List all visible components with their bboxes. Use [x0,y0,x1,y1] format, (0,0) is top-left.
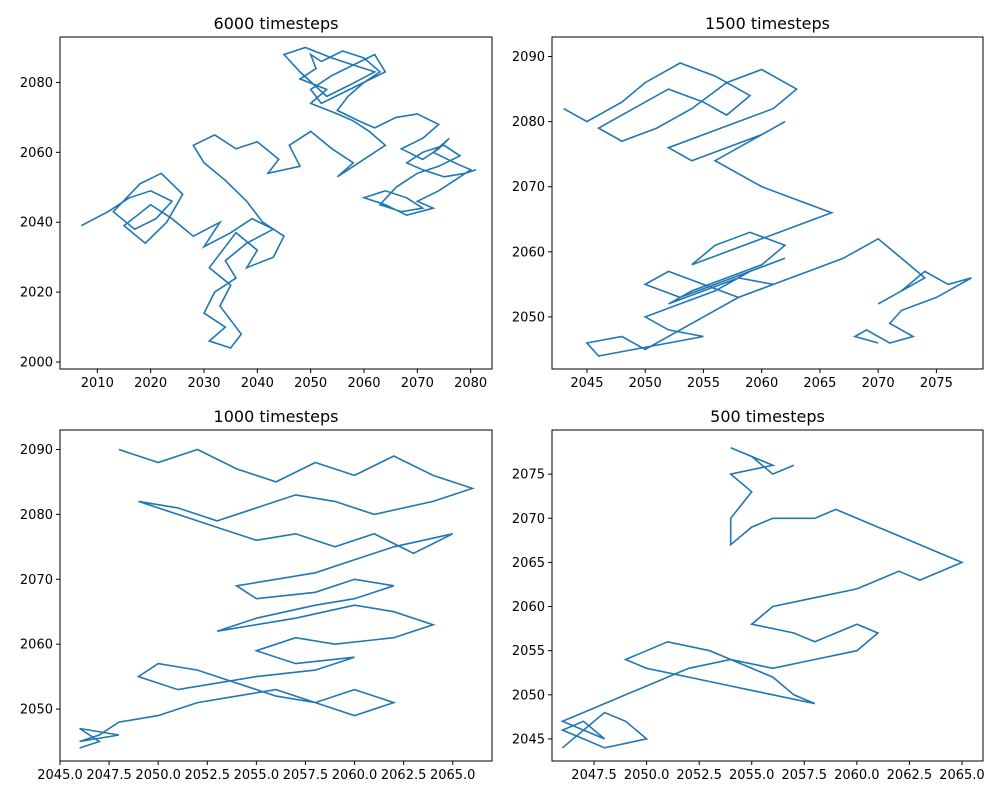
x-tick-label: 2047.5 [86,768,132,783]
x-tick-label: 2057.5 [283,768,329,783]
x-tick-label: 2030 [187,376,220,391]
y-tick-label: 2050 [512,688,545,703]
y-tick-label: 2065 [512,556,545,571]
x-tick-label: 2060.0 [332,768,378,783]
x-tick-label: 2050 [294,376,327,391]
walk-line [80,46,477,349]
x-tick-label: 2065.0 [939,768,985,783]
y-tick-label: 2090 [512,50,545,65]
x-tick-label: 2062.5 [381,768,427,783]
y-tick-label: 2050 [512,310,545,325]
y-tick-label: 2075 [512,468,545,483]
y-tick-label: 2060 [20,638,53,653]
x-tick-label: 2055.0 [729,768,775,783]
x-tick-label: 2055 [687,376,720,391]
x-tick-label: 2060 [745,376,778,391]
x-tick-label: 2050.0 [135,768,181,783]
subplot-1: 6000 timesteps 2010 2020 2030 2040 2050 2060 20… [20,14,493,391]
subplot-2: 1500 timesteps 2045 2050 2055 2060 2065 2070 20… [512,14,984,391]
y-tick-label: 2070 [20,573,53,588]
axes-frame [59,429,493,762]
x-tick-label: 2052.5 [676,768,722,783]
x-tick-label: 2075 [920,376,953,391]
y-tick-label: 2050 [20,703,53,718]
y-tick-label: 2040 [20,216,53,231]
x-tick-label: 2052.5 [185,768,231,783]
subplot-4: 500 timesteps 2047.5 2050.0 2052.5 2055.0 205… [512,407,985,783]
y-tick-label: 2020 [20,286,53,301]
y-tick-label: 2080 [20,76,53,91]
x-tick-label: 2045 [570,376,603,391]
walk-line [560,446,965,749]
axes-frame [59,36,493,370]
x-tick-label: 2055.0 [234,768,280,783]
x-tick-label: 2040 [241,376,274,391]
y-tick-label: 2080 [20,508,53,523]
y-tick-label: 2070 [512,180,545,195]
x-tick-label: 2057.5 [782,768,828,783]
walk-line [563,62,972,357]
axes-frame [551,36,984,370]
x-tick-label: 2050 [629,376,662,391]
x-tick-label: 2065 [803,376,836,391]
x-tick-label: 2080 [454,376,487,391]
x-tick-label: 2070 [401,376,434,391]
subplot-title: 500 timesteps [710,407,825,426]
y-tick-label: 2000 [20,356,53,371]
y-tick-label: 2070 [512,512,545,527]
y-tick-label: 2060 [512,245,545,260]
y-tick-label: 2090 [20,443,53,458]
y-tick-label: 2045 [512,732,545,747]
y-tick-label: 2060 [512,600,545,615]
x-tick-label: 2047.5 [571,768,617,783]
x-tick-label: 2065.0 [430,768,476,783]
subplot-title: 1500 timesteps [705,14,830,33]
subplot-title: 6000 timesteps [214,14,339,33]
x-tick-label: 2060 [347,376,380,391]
axes-frame [551,429,984,762]
x-tick-label: 2050.0 [624,768,670,783]
x-tick-label: 2020 [134,376,167,391]
y-tick-label: 2080 [512,115,545,130]
x-tick-label: 2062.5 [887,768,933,783]
x-tick-label: 2060.0 [834,768,880,783]
y-tick-label: 2060 [20,146,53,161]
walk-line [79,448,475,749]
subplot-title: 1000 timesteps [214,407,339,426]
x-tick-label: 2070 [862,376,895,391]
x-tick-label: 2010 [81,376,114,391]
x-tick-label: 2045.0 [37,768,83,783]
y-tick-label: 2055 [512,644,545,659]
